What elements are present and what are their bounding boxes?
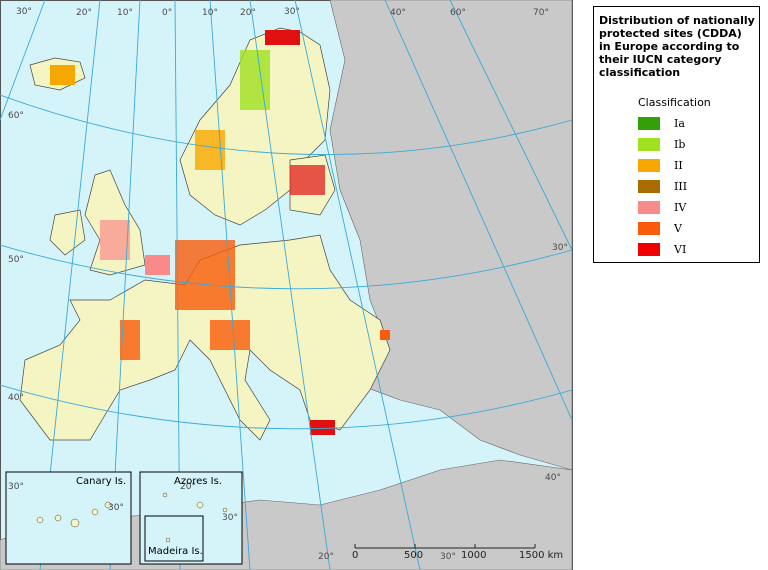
graticule-label: 20° bbox=[76, 8, 92, 18]
graticule-label: 10° bbox=[117, 8, 133, 18]
inset-canary bbox=[5, 471, 132, 565]
scale-label: 0 bbox=[352, 550, 358, 561]
inset-islands bbox=[36, 492, 228, 543]
legend-title: Distribution of nationally protected sit… bbox=[599, 14, 755, 79]
map: 30° 20° 10° 0° 10° 20° 30° 40° 60° 70° 60° 50° 40° 20… bbox=[0, 0, 573, 570]
graticule-label: 40° bbox=[545, 473, 561, 483]
legend: Distribution of nationally protected sit… bbox=[593, 6, 760, 263]
graticule-label: 30° bbox=[284, 7, 300, 17]
graticule-label: 70° bbox=[533, 8, 549, 18]
inset-madeira bbox=[144, 515, 204, 562]
legend-swatch bbox=[638, 243, 660, 256]
graticule-label: 40° bbox=[390, 8, 406, 18]
scale-label: 500 bbox=[404, 550, 423, 561]
legend-label: III bbox=[674, 180, 688, 193]
graticule-label: 50° bbox=[8, 255, 24, 265]
inset-label: Canary Is. bbox=[76, 476, 126, 487]
graticule-label: 20° bbox=[180, 482, 196, 492]
legend-swatch bbox=[638, 201, 660, 214]
graticule-label: 60° bbox=[8, 111, 24, 121]
graticule-label: 30° bbox=[108, 503, 124, 513]
graticule-label: 30° bbox=[440, 552, 456, 562]
inset-label: Madeira Is. bbox=[148, 546, 203, 557]
graticule-label: 20° bbox=[318, 552, 334, 562]
legend-swatch bbox=[638, 222, 660, 235]
scale-label: 1500 km bbox=[519, 550, 563, 561]
scale-bar bbox=[354, 544, 536, 549]
legend-label: II bbox=[674, 159, 683, 172]
legend-heading: Classification bbox=[638, 96, 711, 109]
graticule-label: 20° bbox=[240, 8, 256, 18]
scale-label: 1000 bbox=[461, 550, 486, 561]
graticule-label: 10° bbox=[202, 8, 218, 18]
protected-sites bbox=[50, 30, 390, 435]
legend-swatch bbox=[638, 117, 660, 130]
legend-label: IV bbox=[674, 201, 687, 214]
legend-label: VI bbox=[674, 243, 687, 256]
graticule-label: 30° bbox=[552, 243, 568, 253]
graticule-label: 60° bbox=[450, 8, 466, 18]
legend-label: Ia bbox=[674, 117, 685, 130]
graticule-label: 30° bbox=[222, 513, 238, 523]
inset-label: Azores Is. bbox=[174, 476, 222, 487]
legend-label: Ib bbox=[674, 138, 686, 151]
legend-swatch bbox=[638, 159, 660, 172]
legend-label: V bbox=[674, 222, 682, 235]
legend-swatch bbox=[638, 180, 660, 193]
legend-swatch bbox=[638, 138, 660, 151]
graticule-label: 0° bbox=[162, 8, 172, 18]
graticule-label: 30° bbox=[16, 7, 32, 17]
graticule-label: 30° bbox=[8, 482, 24, 492]
graticule-label: 40° bbox=[8, 393, 24, 403]
